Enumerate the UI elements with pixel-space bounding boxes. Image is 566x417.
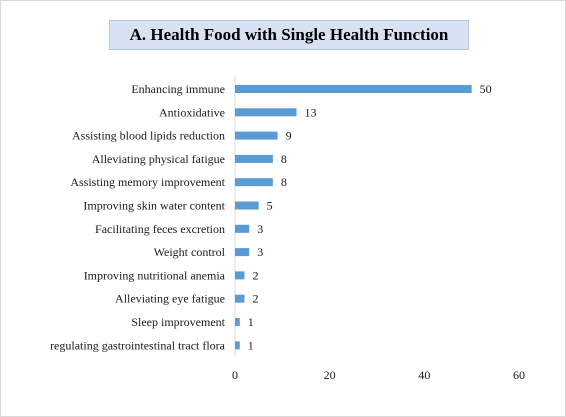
- bar: [235, 224, 250, 233]
- x-tick-label: 40: [418, 368, 430, 382]
- category-label: Sleep improvement: [131, 315, 225, 329]
- category-label: Assisting blood lipids reduction: [72, 129, 225, 143]
- value-label: 1: [248, 315, 254, 329]
- bar: [235, 85, 472, 93]
- value-label: 3: [257, 245, 263, 259]
- bar: [235, 271, 245, 280]
- bar: [235, 318, 240, 326]
- value-label: 2: [252, 268, 258, 282]
- value-label: 9: [286, 129, 292, 143]
- chart-title: A. Health Food with Single Health Functi…: [129, 25, 449, 44]
- value-label: 2: [252, 292, 258, 306]
- value-label: 13: [305, 105, 317, 119]
- category-label: Antioxidative: [159, 105, 225, 119]
- category-label: Weight control: [154, 245, 226, 259]
- category-label: Assisting memory improvement: [70, 175, 225, 189]
- bar: [235, 108, 297, 117]
- x-tick-label: 0: [232, 368, 238, 382]
- chart-title-box: A. Health Food with Single Health Functi…: [109, 20, 469, 50]
- bar: [235, 178, 273, 187]
- category-label: Improving skin water content: [83, 199, 225, 213]
- value-label: 5: [267, 199, 273, 213]
- value-label: 8: [281, 152, 287, 166]
- bar: [235, 154, 273, 163]
- x-tick-label: 60: [513, 368, 525, 382]
- value-label: 8: [281, 175, 287, 189]
- category-label: Facilitating feces excretion: [95, 222, 225, 236]
- x-tick-label: 20: [324, 368, 336, 382]
- category-label: Alleviating physical fatigue: [92, 152, 225, 166]
- value-label: 3: [257, 222, 263, 236]
- value-label: 50: [480, 82, 492, 96]
- bar: [235, 201, 259, 210]
- category-label: regulating gastrointestinal tract flora: [50, 338, 226, 352]
- bar: [235, 341, 240, 350]
- value-label: 1: [248, 338, 254, 352]
- bar: [235, 131, 278, 140]
- bar: [235, 294, 245, 303]
- bar: [235, 248, 250, 257]
- category-label: Improving nutritional anemia: [84, 268, 226, 282]
- category-label: Alleviating eye fatigue: [115, 292, 225, 306]
- category-label: Enhancing immune: [131, 82, 225, 96]
